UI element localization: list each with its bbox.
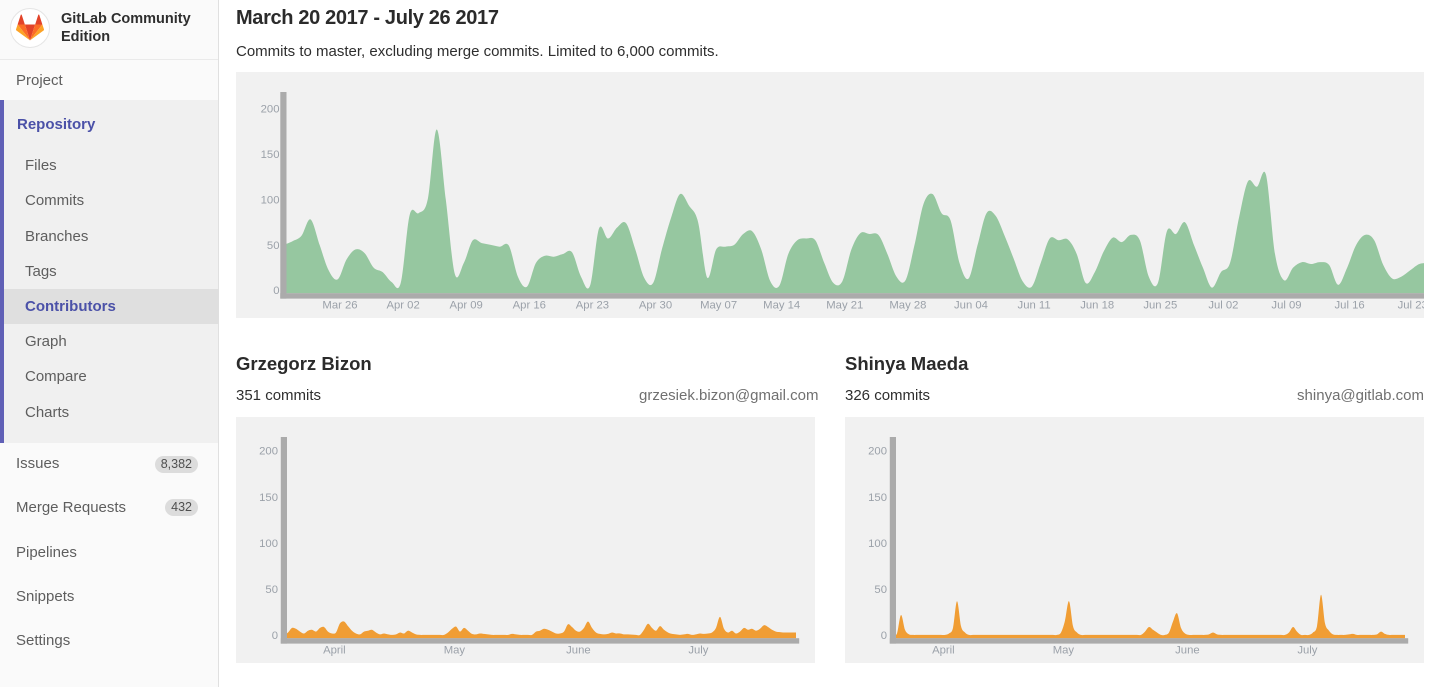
svg-text:Apr 30: Apr 30 [639,300,672,312]
svg-text:April: April [932,645,955,657]
svg-text:150: 150 [259,492,278,504]
svg-text:July: July [1297,645,1317,657]
svg-text:50: 50 [265,584,278,596]
svg-text:100: 100 [261,194,280,206]
svg-text:Jun 25: Jun 25 [1143,300,1177,312]
svg-text:200: 200 [868,446,887,458]
svg-text:June: June [566,645,591,657]
svg-text:Jul 09: Jul 09 [1271,300,1301,312]
svg-text:Jul 02: Jul 02 [1208,300,1238,312]
svg-text:0: 0 [273,285,279,297]
svg-text:April: April [323,645,346,657]
svg-text:May 21: May 21 [826,300,863,312]
svg-text:Apr 23: Apr 23 [576,300,609,312]
svg-text:May 07: May 07 [700,300,737,312]
svg-text:Jun 18: Jun 18 [1080,300,1114,312]
svg-text:150: 150 [868,492,887,504]
svg-text:50: 50 [267,240,280,252]
svg-text:Jul 23: Jul 23 [1398,300,1424,312]
svg-text:May: May [444,645,466,657]
svg-text:0: 0 [881,630,887,642]
svg-text:200: 200 [259,446,278,458]
svg-text:Jul 16: Jul 16 [1335,300,1365,312]
svg-text:May 28: May 28 [889,300,926,312]
svg-text:Jun 11: Jun 11 [1018,300,1051,312]
svg-text:Apr 02: Apr 02 [386,300,419,312]
svg-text:50: 50 [874,584,887,596]
svg-text:100: 100 [868,538,887,550]
svg-text:100: 100 [259,538,278,550]
svg-text:May 14: May 14 [763,300,800,312]
svg-text:July: July [688,645,708,657]
svg-text:200: 200 [261,104,280,116]
svg-text:0: 0 [272,630,278,642]
svg-text:150: 150 [261,149,280,161]
svg-text:Mar 26: Mar 26 [322,300,357,312]
svg-text:Apr 09: Apr 09 [450,300,483,312]
svg-text:Apr 16: Apr 16 [513,300,546,312]
svg-text:May: May [1053,645,1075,657]
svg-text:June: June [1175,645,1200,657]
svg-text:Jun 04: Jun 04 [954,300,988,312]
